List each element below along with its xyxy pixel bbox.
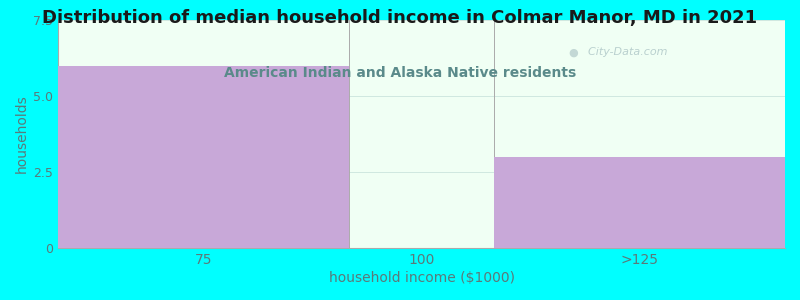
Text: City-Data.com: City-Data.com <box>582 47 668 57</box>
X-axis label: household income ($1000): household income ($1000) <box>329 271 514 285</box>
Bar <box>58 66 349 248</box>
Y-axis label: households: households <box>15 94 29 173</box>
Text: ●: ● <box>568 47 578 57</box>
Text: American Indian and Alaska Native residents: American Indian and Alaska Native reside… <box>224 66 576 80</box>
Text: Distribution of median household income in Colmar Manor, MD in 2021: Distribution of median household income … <box>42 9 758 27</box>
Bar <box>494 157 785 248</box>
